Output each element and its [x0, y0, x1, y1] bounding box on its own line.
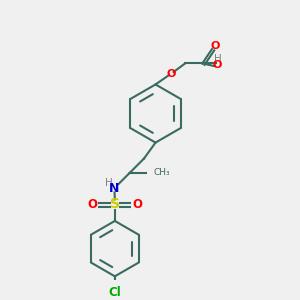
Text: S: S — [110, 197, 120, 211]
Text: O: O — [166, 69, 176, 79]
Text: O: O — [210, 41, 220, 51]
Text: H: H — [105, 178, 112, 188]
Text: H: H — [214, 54, 221, 64]
Text: O: O — [87, 198, 97, 212]
Text: N: N — [110, 182, 120, 195]
Text: Cl: Cl — [109, 286, 121, 299]
Text: CH₃: CH₃ — [153, 168, 170, 177]
Text: O: O — [213, 60, 222, 70]
Text: O: O — [133, 198, 142, 212]
